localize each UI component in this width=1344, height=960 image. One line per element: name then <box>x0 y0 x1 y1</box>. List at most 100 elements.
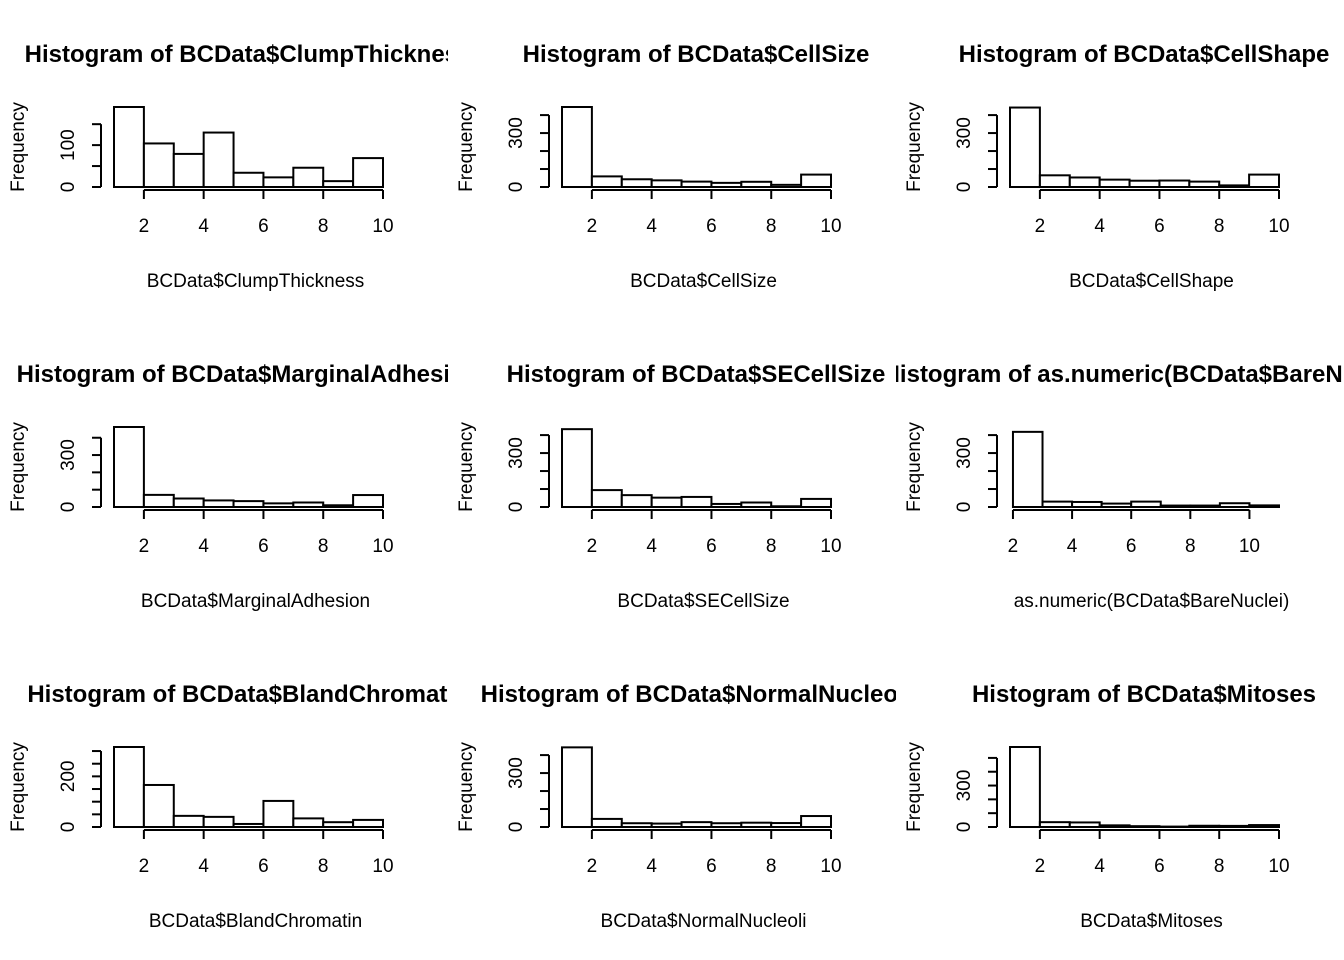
chart-title: Histogram of BCData$MarginalAdhesion <box>17 361 448 388</box>
x-axis-label: as.numeric(BCData$BareNuclei) <box>1014 591 1290 612</box>
histogram-panel: Histogram of BCData$CellSize 2 4 6 8 10 0 300 BC… <box>448 0 896 320</box>
histogram-bar <box>711 504 741 507</box>
histogram-bar <box>562 429 592 507</box>
histogram-bar <box>114 107 144 187</box>
histogram-bar <box>1070 177 1100 187</box>
x-tick-label: 4 <box>1094 856 1105 877</box>
histogram-bar <box>652 498 682 507</box>
x-axis-label: BCData$NormalNucleoli <box>601 911 807 932</box>
x-tick-label: 4 <box>1067 536 1078 557</box>
x-tick-label: 8 <box>318 536 329 557</box>
histogram-svg: Histogram of BCData$MarginalAdhesion 2 4 6 8… <box>0 320 448 640</box>
histogram-bar <box>801 499 831 507</box>
histogram-bar <box>711 183 741 187</box>
histogram-bar <box>204 133 234 187</box>
x-tick-label: 6 <box>258 216 269 237</box>
y-tick-label: 0 <box>58 502 79 513</box>
histogram-svg: Histogram of BCData$SECellSize 2 4 6 8 10 0 300… <box>448 320 896 640</box>
histogram-svg: Histogram of BCData$ClumpThickness 2 4 6 8 10… <box>0 0 448 320</box>
histogram-bar <box>1072 502 1102 507</box>
x-axis-label: BCData$CellSize <box>630 271 777 292</box>
x-axis-label: BCData$SECellSize <box>617 591 789 612</box>
histogram-bar <box>711 823 741 827</box>
y-tick-label: 300 <box>954 437 975 469</box>
y-axis-label: Frequency <box>904 422 925 512</box>
histogram-bar <box>741 182 771 187</box>
x-tick-label: 6 <box>706 856 717 877</box>
histogram-bar <box>323 822 353 827</box>
y-tick-label: 200 <box>58 761 79 793</box>
histogram-bar <box>771 185 801 187</box>
y-tick-label: 300 <box>58 439 79 471</box>
histogram-bar <box>114 427 144 507</box>
histogram-bar <box>353 495 383 507</box>
chart-title: Histogram of BCData$BlandChromatin <box>27 681 448 708</box>
x-tick-label: 4 <box>198 216 209 237</box>
histogram-bar <box>263 177 293 187</box>
y-tick-label: 300 <box>954 117 975 149</box>
histogram-bar <box>1100 825 1130 827</box>
histogram-bar <box>1189 182 1219 187</box>
x-tick-label: 10 <box>820 216 841 237</box>
y-axis-label: Frequency <box>8 102 29 192</box>
histogram-svg: Histogram of BCData$CellSize 2 4 6 8 10 0 300 BC… <box>448 0 896 320</box>
x-tick-label: 6 <box>706 536 717 557</box>
x-tick-label: 2 <box>1035 216 1046 237</box>
histogram-bar <box>592 490 622 507</box>
histogram-bar <box>741 503 771 507</box>
histogram-svg: Histogram of BCData$BlandChromatin 2 4 6 8 10… <box>0 640 448 960</box>
histogram-bar <box>682 822 712 827</box>
x-tick-label: 6 <box>1126 536 1137 557</box>
histogram-bar <box>741 823 771 827</box>
y-axis-label: Frequency <box>8 422 29 512</box>
histogram-bar <box>1100 180 1130 187</box>
x-tick-label: 10 <box>372 856 393 877</box>
histogram-panel: Histogram of as.numeric(BCData$BareNucle… <box>896 320 1344 640</box>
histogram-bar <box>1013 432 1043 507</box>
chart-title: Histogram of BCData$CellShape <box>959 41 1330 68</box>
x-tick-label: 2 <box>139 216 150 237</box>
y-axis-label: Frequency <box>904 742 925 832</box>
histogram-bar <box>1249 175 1279 187</box>
y-axis-label: Frequency <box>456 102 477 192</box>
y-tick-label: 0 <box>58 822 79 833</box>
histogram-bar <box>1220 503 1250 507</box>
histogram-svg: Histogram of BCData$NormalNucleoli 2 4 6 8 10… <box>448 640 896 960</box>
x-tick-label: 10 <box>1268 856 1289 877</box>
chart-title: Histogram of as.numeric(BCData$BareNucle… <box>896 361 1344 388</box>
histogram-bar <box>144 143 174 187</box>
histogram-bar <box>353 158 383 187</box>
histogram-bar <box>323 181 353 187</box>
histogram-bar <box>263 801 293 827</box>
histogram-bar <box>592 819 622 827</box>
x-tick-label: 2 <box>1008 536 1019 557</box>
histogram-svg: Histogram of as.numeric(BCData$BareNucle… <box>896 320 1344 640</box>
histogram-bar <box>801 816 831 827</box>
x-axis-label: BCData$ClumpThickness <box>147 271 365 292</box>
histogram-bar <box>1040 175 1070 187</box>
histogram-panel: Histogram of BCData$CellShape 2 4 6 8 10 0 300 B… <box>896 0 1344 320</box>
chart-title: Histogram of BCData$Mitoses <box>972 681 1316 708</box>
x-tick-label: 8 <box>766 856 777 877</box>
histogram-bar <box>1189 826 1219 827</box>
y-tick-label: 0 <box>58 182 79 193</box>
histogram-panel: Histogram of BCData$Mitoses 2 4 6 8 10 0 300 BCD… <box>896 640 1344 960</box>
histogram-bar <box>1131 502 1161 507</box>
x-tick-label: 6 <box>258 856 269 877</box>
chart-title: Histogram of BCData$NormalNucleoli <box>481 681 896 708</box>
x-tick-label: 6 <box>706 216 717 237</box>
x-tick-label: 6 <box>258 536 269 557</box>
x-tick-label: 2 <box>587 216 598 237</box>
y-axis-label: Frequency <box>904 102 925 192</box>
x-tick-label: 2 <box>139 856 150 877</box>
x-tick-label: 10 <box>1239 536 1260 557</box>
x-tick-label: 4 <box>646 536 657 557</box>
x-tick-label: 2 <box>139 536 150 557</box>
histogram-bar <box>234 173 264 187</box>
x-tick-label: 10 <box>372 536 393 557</box>
histogram-bar <box>592 176 622 187</box>
histogram-bar <box>682 497 712 507</box>
histogram-bar <box>204 500 234 507</box>
histogram-bar <box>293 502 323 507</box>
